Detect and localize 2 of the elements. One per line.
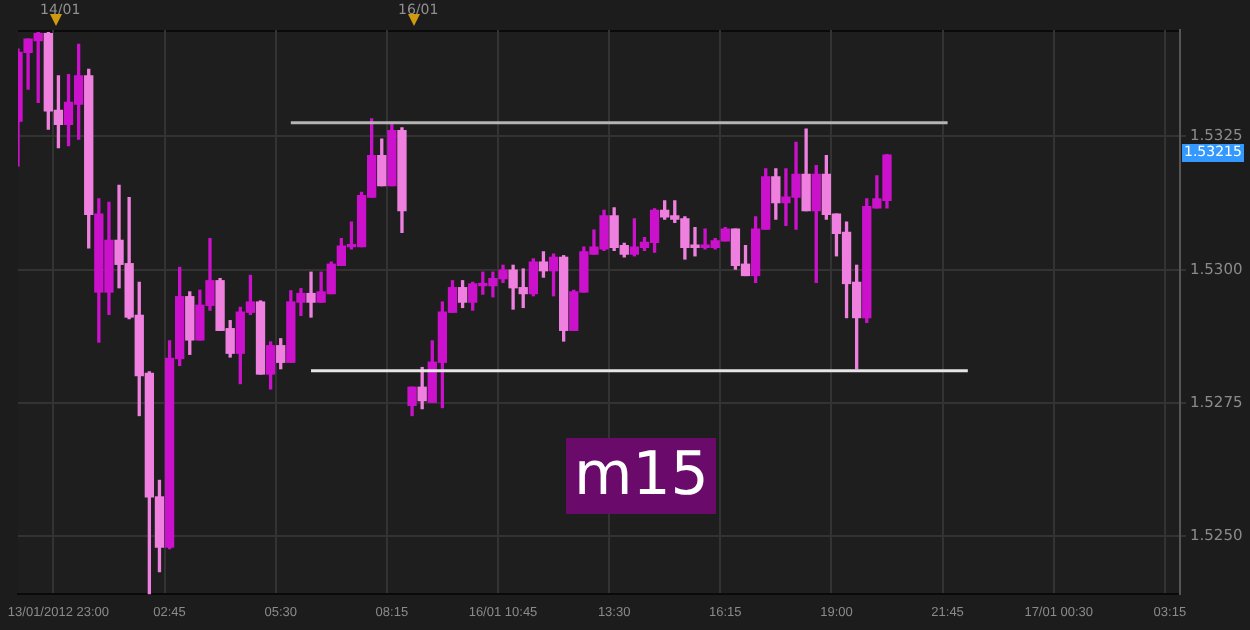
annotation: m15 — [566, 438, 717, 514]
candlestick — [306, 271, 316, 318]
